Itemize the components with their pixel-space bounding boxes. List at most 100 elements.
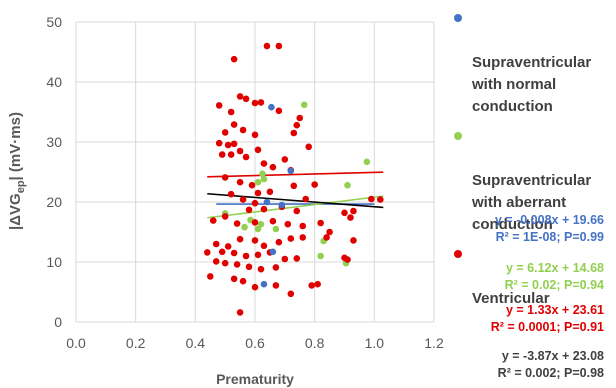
data-point bbox=[236, 147, 244, 155]
grid-lines bbox=[75, 21, 435, 323]
r2-text: R² = 0.0001; P=0.91 bbox=[490, 320, 604, 334]
data-point bbox=[254, 225, 262, 233]
y-axis-label: |ΔVGep| (mV·ms) bbox=[7, 112, 27, 230]
data-point bbox=[290, 129, 298, 137]
data-point bbox=[275, 42, 283, 50]
trend-line bbox=[207, 171, 384, 178]
data-point bbox=[242, 252, 250, 260]
data-point bbox=[263, 42, 271, 50]
legend-item-supraventricular-aberrant: Supraventricular with aberrant conductio… bbox=[452, 126, 616, 236]
x-tick-label: 0.8 bbox=[305, 335, 325, 351]
data-point bbox=[230, 140, 238, 148]
r2-text: R² = 0.002; P=0.98 bbox=[497, 366, 604, 380]
data-point bbox=[300, 101, 308, 109]
data-point bbox=[260, 280, 268, 288]
data-points bbox=[203, 42, 384, 316]
data-point bbox=[254, 251, 262, 259]
data-point bbox=[302, 195, 310, 203]
data-point bbox=[236, 235, 244, 243]
data-point bbox=[344, 181, 351, 189]
data-point bbox=[308, 282, 315, 289]
data-point bbox=[293, 255, 301, 262]
data-point bbox=[254, 146, 262, 154]
data-point bbox=[326, 228, 333, 236]
data-point bbox=[272, 282, 280, 289]
data-point bbox=[287, 167, 295, 175]
data-point bbox=[260, 205, 268, 213]
data-point bbox=[269, 248, 277, 256]
data-point bbox=[257, 220, 265, 228]
data-point bbox=[266, 188, 274, 196]
data-point bbox=[203, 249, 211, 256]
y-axis-label-subscript: ep bbox=[15, 180, 27, 193]
data-point bbox=[290, 182, 298, 190]
legend: Supraventricular with normal conduction … bbox=[452, 8, 616, 318]
x-tick-label: 0.0 bbox=[66, 335, 86, 351]
data-point bbox=[251, 219, 259, 226]
data-point bbox=[221, 174, 229, 181]
data-point bbox=[263, 198, 271, 206]
data-point bbox=[317, 219, 324, 227]
data-point bbox=[272, 264, 280, 271]
data-point bbox=[350, 207, 357, 215]
data-point bbox=[224, 243, 232, 250]
data-point bbox=[314, 280, 321, 288]
x-tick-label: 0.2 bbox=[126, 335, 146, 351]
data-point bbox=[260, 160, 268, 167]
data-point bbox=[287, 290, 295, 298]
data-point bbox=[245, 263, 253, 271]
equation-overall: y = -3.87x + 23.08 R² = 0.002; P=0.98 bbox=[498, 348, 604, 382]
data-point bbox=[260, 175, 268, 183]
data-point bbox=[230, 121, 238, 128]
legend-marker bbox=[454, 132, 462, 140]
trend-line bbox=[207, 192, 384, 209]
legend-label: Supraventricular with normal conduction bbox=[472, 54, 592, 115]
data-point bbox=[275, 238, 283, 246]
data-point bbox=[259, 170, 266, 178]
data-point bbox=[215, 139, 223, 147]
x-tick-label: 0.6 bbox=[245, 335, 265, 351]
data-point bbox=[311, 181, 318, 188]
data-point bbox=[278, 201, 286, 209]
data-point bbox=[218, 248, 226, 256]
data-point bbox=[344, 256, 351, 263]
legend-item-ventricular: Ventricular bbox=[452, 244, 616, 310]
legend-label: Ventricular bbox=[472, 290, 550, 307]
data-point bbox=[221, 213, 229, 220]
data-point bbox=[221, 129, 229, 136]
data-point bbox=[293, 121, 301, 129]
data-point bbox=[251, 199, 259, 207]
data-point bbox=[241, 223, 248, 231]
equation-ventricular: y = 1.33x + 23.61 R² = 0.0001; P=0.91 bbox=[491, 302, 604, 336]
data-point bbox=[236, 93, 244, 100]
legend-label: Supraventricular with aberrant conductio… bbox=[472, 172, 592, 233]
data-point bbox=[239, 126, 247, 134]
legend-marker bbox=[454, 14, 462, 22]
data-point bbox=[242, 153, 250, 161]
data-point bbox=[251, 99, 259, 107]
r2-text: R² = 1E-08; P=0.99 bbox=[495, 230, 604, 244]
data-point bbox=[363, 158, 371, 166]
data-point bbox=[368, 195, 375, 203]
y-tick-label: 30 bbox=[46, 134, 62, 150]
equation-text: y = 6.12x + 14.68 bbox=[505, 261, 604, 275]
equation-text: y = -3.87x + 23.08 bbox=[501, 349, 604, 363]
data-point bbox=[215, 102, 223, 109]
data-point bbox=[257, 99, 265, 106]
data-point bbox=[284, 220, 292, 228]
data-point bbox=[245, 206, 253, 214]
x-tick-label: 1.0 bbox=[365, 335, 385, 351]
data-point bbox=[251, 283, 259, 291]
data-point bbox=[275, 107, 283, 115]
x-axis-label: Prematurity bbox=[216, 371, 294, 387]
data-point bbox=[254, 178, 262, 186]
data-point bbox=[233, 261, 241, 268]
data-point bbox=[287, 235, 295, 242]
data-point bbox=[227, 190, 235, 198]
data-point bbox=[272, 225, 280, 233]
data-point bbox=[233, 220, 241, 227]
data-point bbox=[269, 217, 277, 225]
data-point bbox=[269, 163, 277, 171]
data-point bbox=[221, 259, 229, 267]
